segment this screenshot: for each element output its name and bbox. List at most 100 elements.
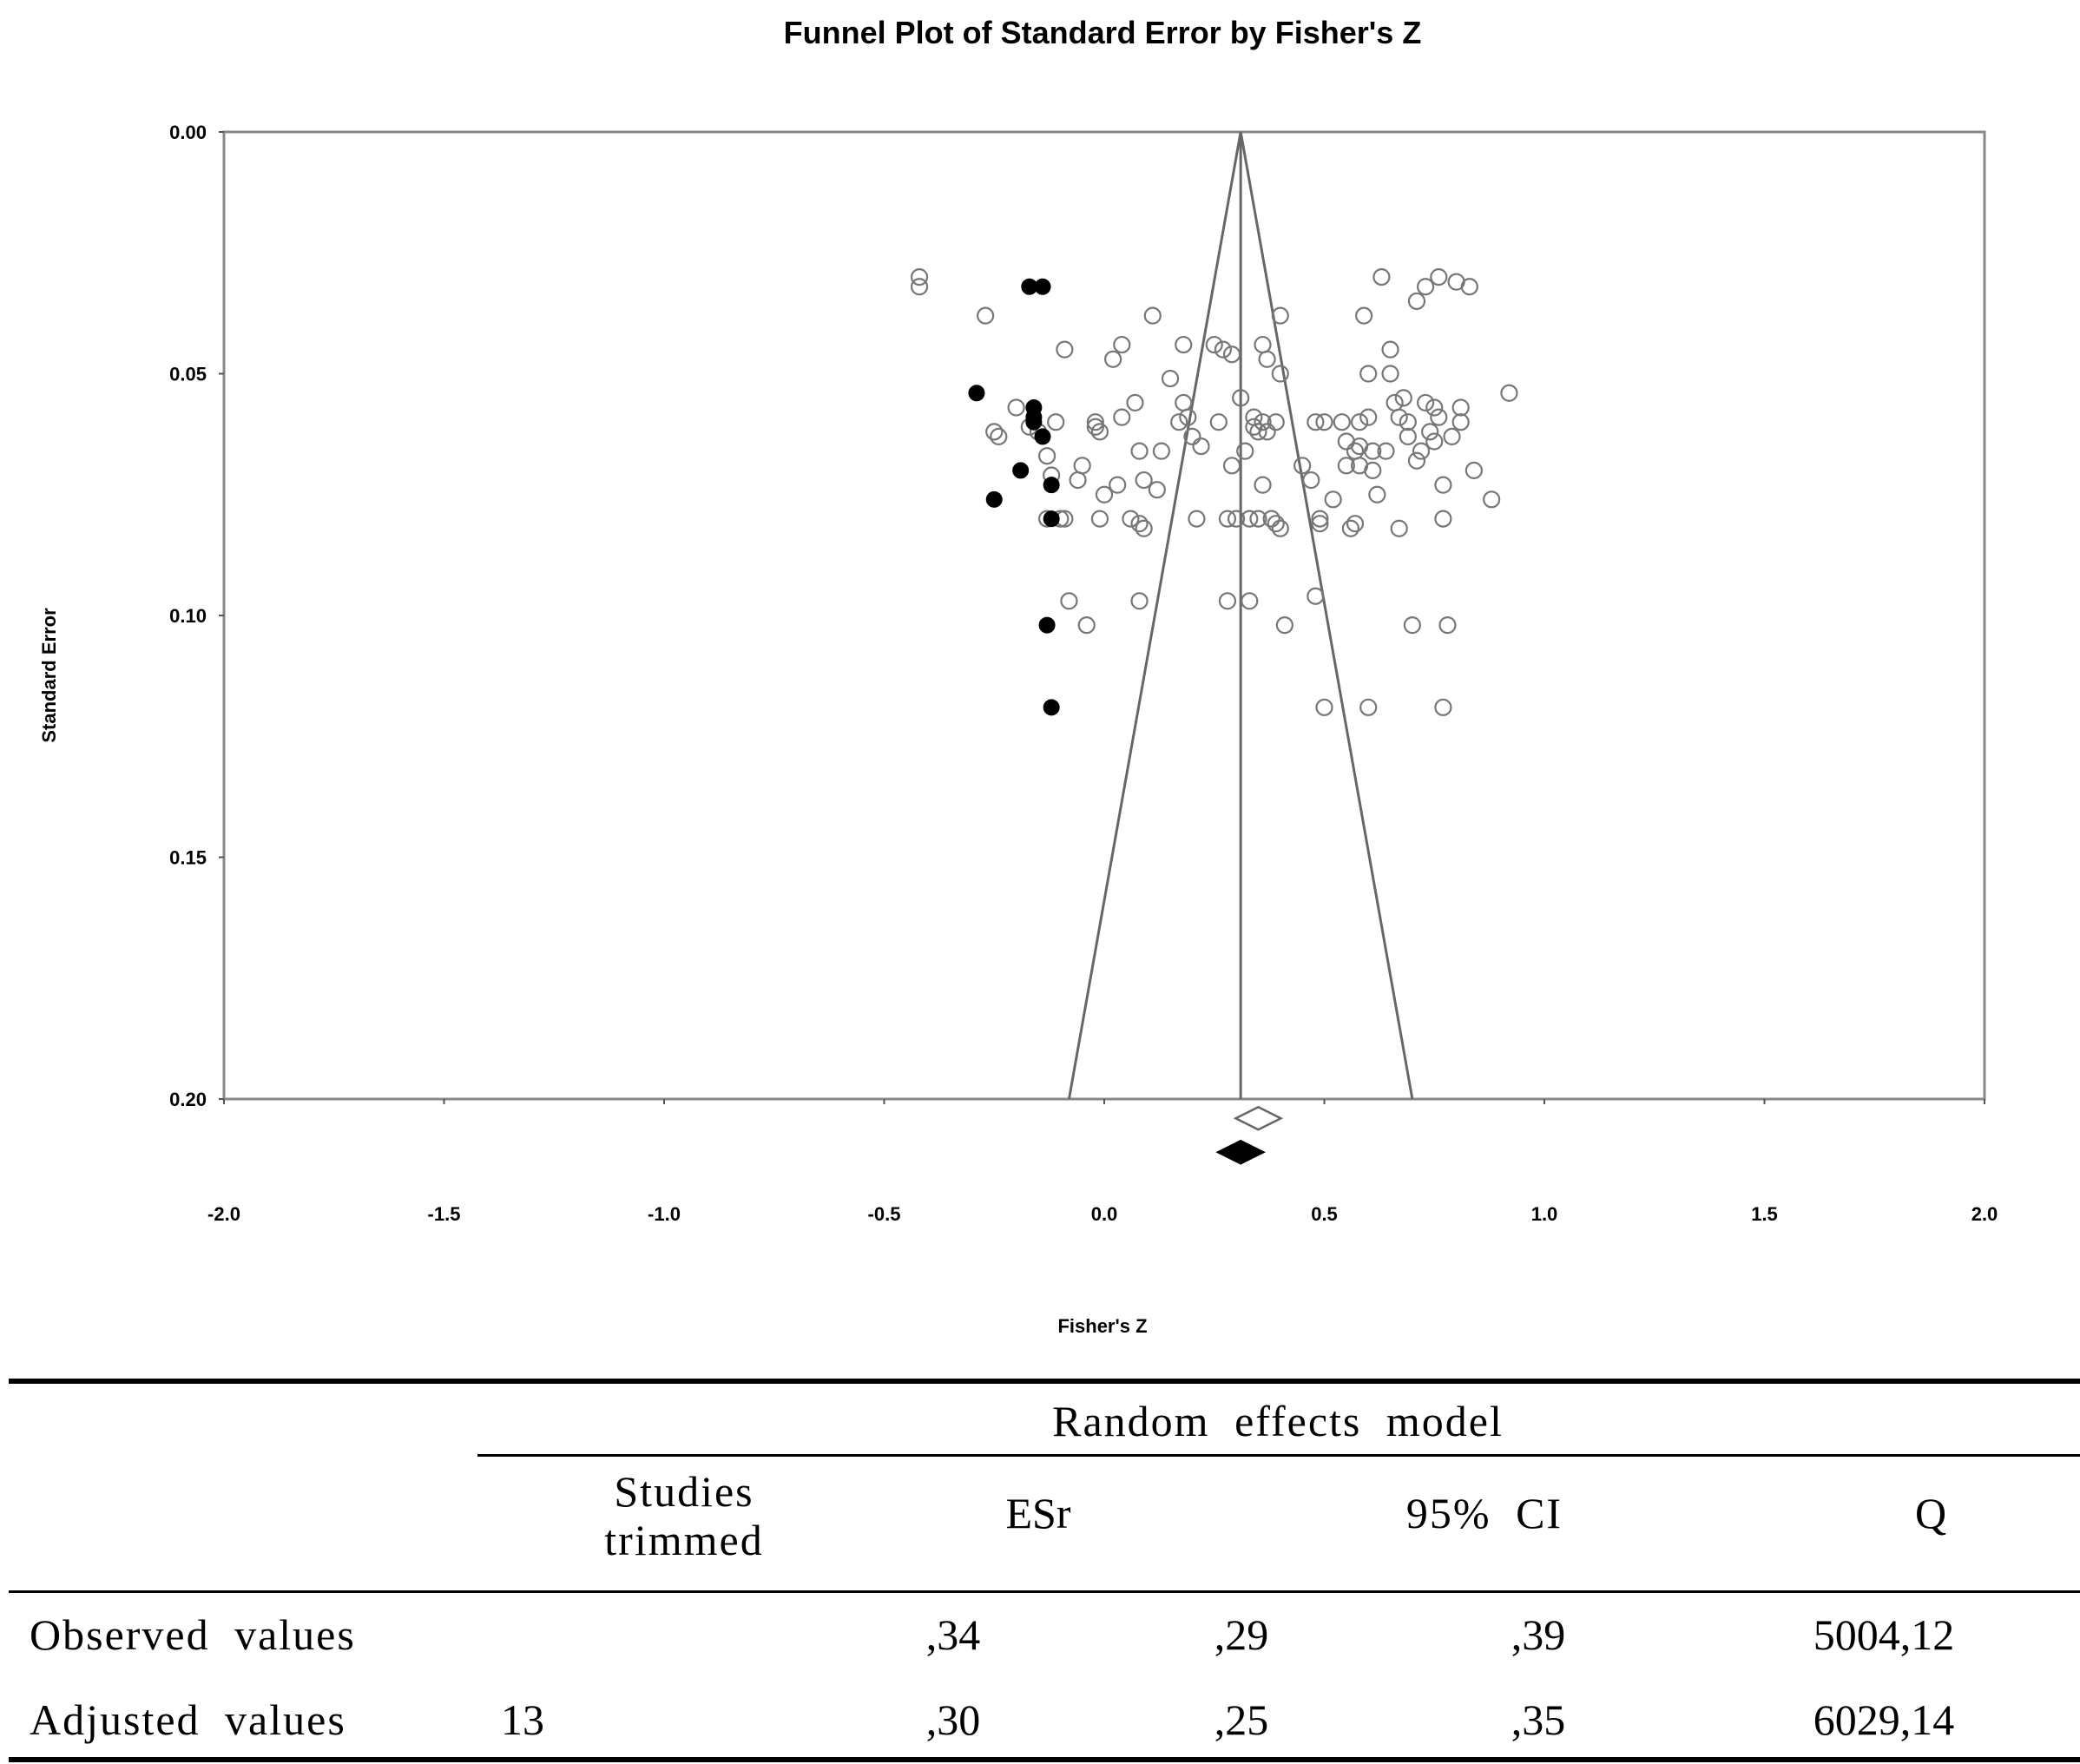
data-point <box>1227 510 1246 528</box>
data-point <box>1430 408 1448 426</box>
data-point <box>1130 515 1149 533</box>
x-tick-label: -1.5 <box>428 1203 461 1225</box>
data-point <box>1390 519 1408 537</box>
summary-table: Random effects model Studies trimmed ESr… <box>9 1379 2080 1764</box>
chart-title: Funnel Plot of Standard Error by Fisher'… <box>784 15 1422 50</box>
data-point <box>1443 427 1461 446</box>
plot-area-frame <box>222 130 1986 1101</box>
data-point <box>1113 408 1131 426</box>
data-point <box>1218 592 1237 610</box>
x-tick-label: 0.5 <box>1311 1203 1338 1225</box>
data-point <box>1434 510 1452 528</box>
imputed-data-point <box>1034 428 1051 445</box>
data-point <box>1073 457 1091 475</box>
data-point <box>1060 592 1078 610</box>
x-tick-label: 2.0 <box>1971 1203 1998 1225</box>
data-point <box>1438 616 1457 635</box>
header-bottom-rule <box>9 1590 2080 1593</box>
data-point <box>1381 340 1399 359</box>
row-label: Adjusted values <box>30 1695 346 1744</box>
data-point <box>1350 413 1369 431</box>
data-point <box>1188 510 1206 528</box>
y-tick-label: 0.20 <box>169 1089 207 1110</box>
data-point <box>1324 490 1342 509</box>
table-top-rule <box>9 1379 2080 1384</box>
data-point <box>1267 413 1285 431</box>
data-point <box>1307 587 1325 605</box>
data-point <box>1302 471 1320 490</box>
data-point <box>1254 413 1272 431</box>
data-point <box>1090 423 1109 441</box>
data-point <box>1359 408 1378 426</box>
y-tick-label: 0.15 <box>169 847 207 869</box>
data-point <box>1143 306 1162 325</box>
data-point <box>1095 485 1114 504</box>
data-point <box>1214 340 1232 359</box>
observed-studies <box>910 268 1518 716</box>
data-point <box>1130 442 1149 460</box>
ci-low-value: ,25 <box>1214 1695 1269 1744</box>
data-point <box>1372 268 1391 286</box>
data-point <box>1209 413 1228 431</box>
data-point <box>1275 616 1293 635</box>
column-header-95ci: 95% CI <box>1405 1489 1563 1537</box>
data-point <box>1135 471 1153 490</box>
data-point <box>1090 510 1109 528</box>
data-point <box>1346 442 1365 460</box>
data-point <box>1262 510 1280 528</box>
ci-high-value: ,35 <box>1511 1695 1566 1744</box>
table-bottom-rule <box>9 1757 2080 1762</box>
ci-low-value: ,29 <box>1214 1610 1269 1659</box>
data-point <box>1218 510 1237 528</box>
data-point <box>1399 413 1417 431</box>
esr-value: ,30 <box>925 1695 981 1744</box>
funnel-right-line <box>1239 131 1414 1100</box>
column-header-studies-trimmed: Studies trimmed <box>604 1467 764 1564</box>
x-tick-label: -2.0 <box>207 1203 240 1225</box>
data-point <box>1311 515 1329 533</box>
data-point <box>1500 384 1518 402</box>
data-point <box>1407 292 1426 311</box>
funnel-plot-svg: Funnel Plot of Standard Error by Fisher'… <box>38 15 1998 1337</box>
y-axis-ticks: 0.00 0.05 0.10 0.15 0.20 <box>169 122 224 1110</box>
data-point <box>1179 408 1197 426</box>
group-header-rule <box>477 1454 2080 1457</box>
data-point <box>1451 413 1470 431</box>
row-label: Observed values <box>30 1610 356 1659</box>
x-tick-label: -0.5 <box>868 1203 901 1225</box>
y-tick-label: 0.10 <box>169 605 207 627</box>
data-point <box>1152 442 1171 460</box>
data-point <box>1451 398 1470 417</box>
data-point <box>1421 423 1439 441</box>
data-point <box>1222 457 1241 475</box>
imputed-data-point <box>1034 278 1051 295</box>
imputed-data-point <box>1012 462 1030 479</box>
data-point <box>1236 442 1254 460</box>
funnel-lines <box>1067 131 1414 1100</box>
data-point <box>1077 616 1096 635</box>
y-tick-label: 0.05 <box>169 364 207 385</box>
data-point <box>1271 306 1289 325</box>
adjusted-summary-diamond <box>1215 1139 1266 1165</box>
studies-trimmed-value: 13 <box>501 1695 544 1744</box>
group-header: Random effects model <box>1052 1397 1504 1445</box>
data-point <box>1381 365 1399 383</box>
data-point <box>1341 519 1360 537</box>
data-point <box>1258 423 1276 441</box>
data-point <box>1086 418 1104 436</box>
data-point <box>1346 515 1365 533</box>
imputed-data-point <box>985 490 1003 508</box>
data-point <box>1175 393 1193 412</box>
data-point <box>1483 490 1501 509</box>
data-point <box>1434 698 1452 716</box>
data-point <box>1161 369 1180 388</box>
data-point <box>1245 408 1263 426</box>
q-value: 5004,12 <box>1813 1610 1955 1659</box>
data-point <box>1425 398 1444 417</box>
data-point <box>1109 476 1127 494</box>
x-tick-label: 1.0 <box>1531 1203 1558 1225</box>
data-point <box>985 423 1004 441</box>
x-tick-label: 0.0 <box>1091 1203 1118 1225</box>
data-point <box>1337 457 1355 475</box>
data-point <box>1130 592 1149 610</box>
